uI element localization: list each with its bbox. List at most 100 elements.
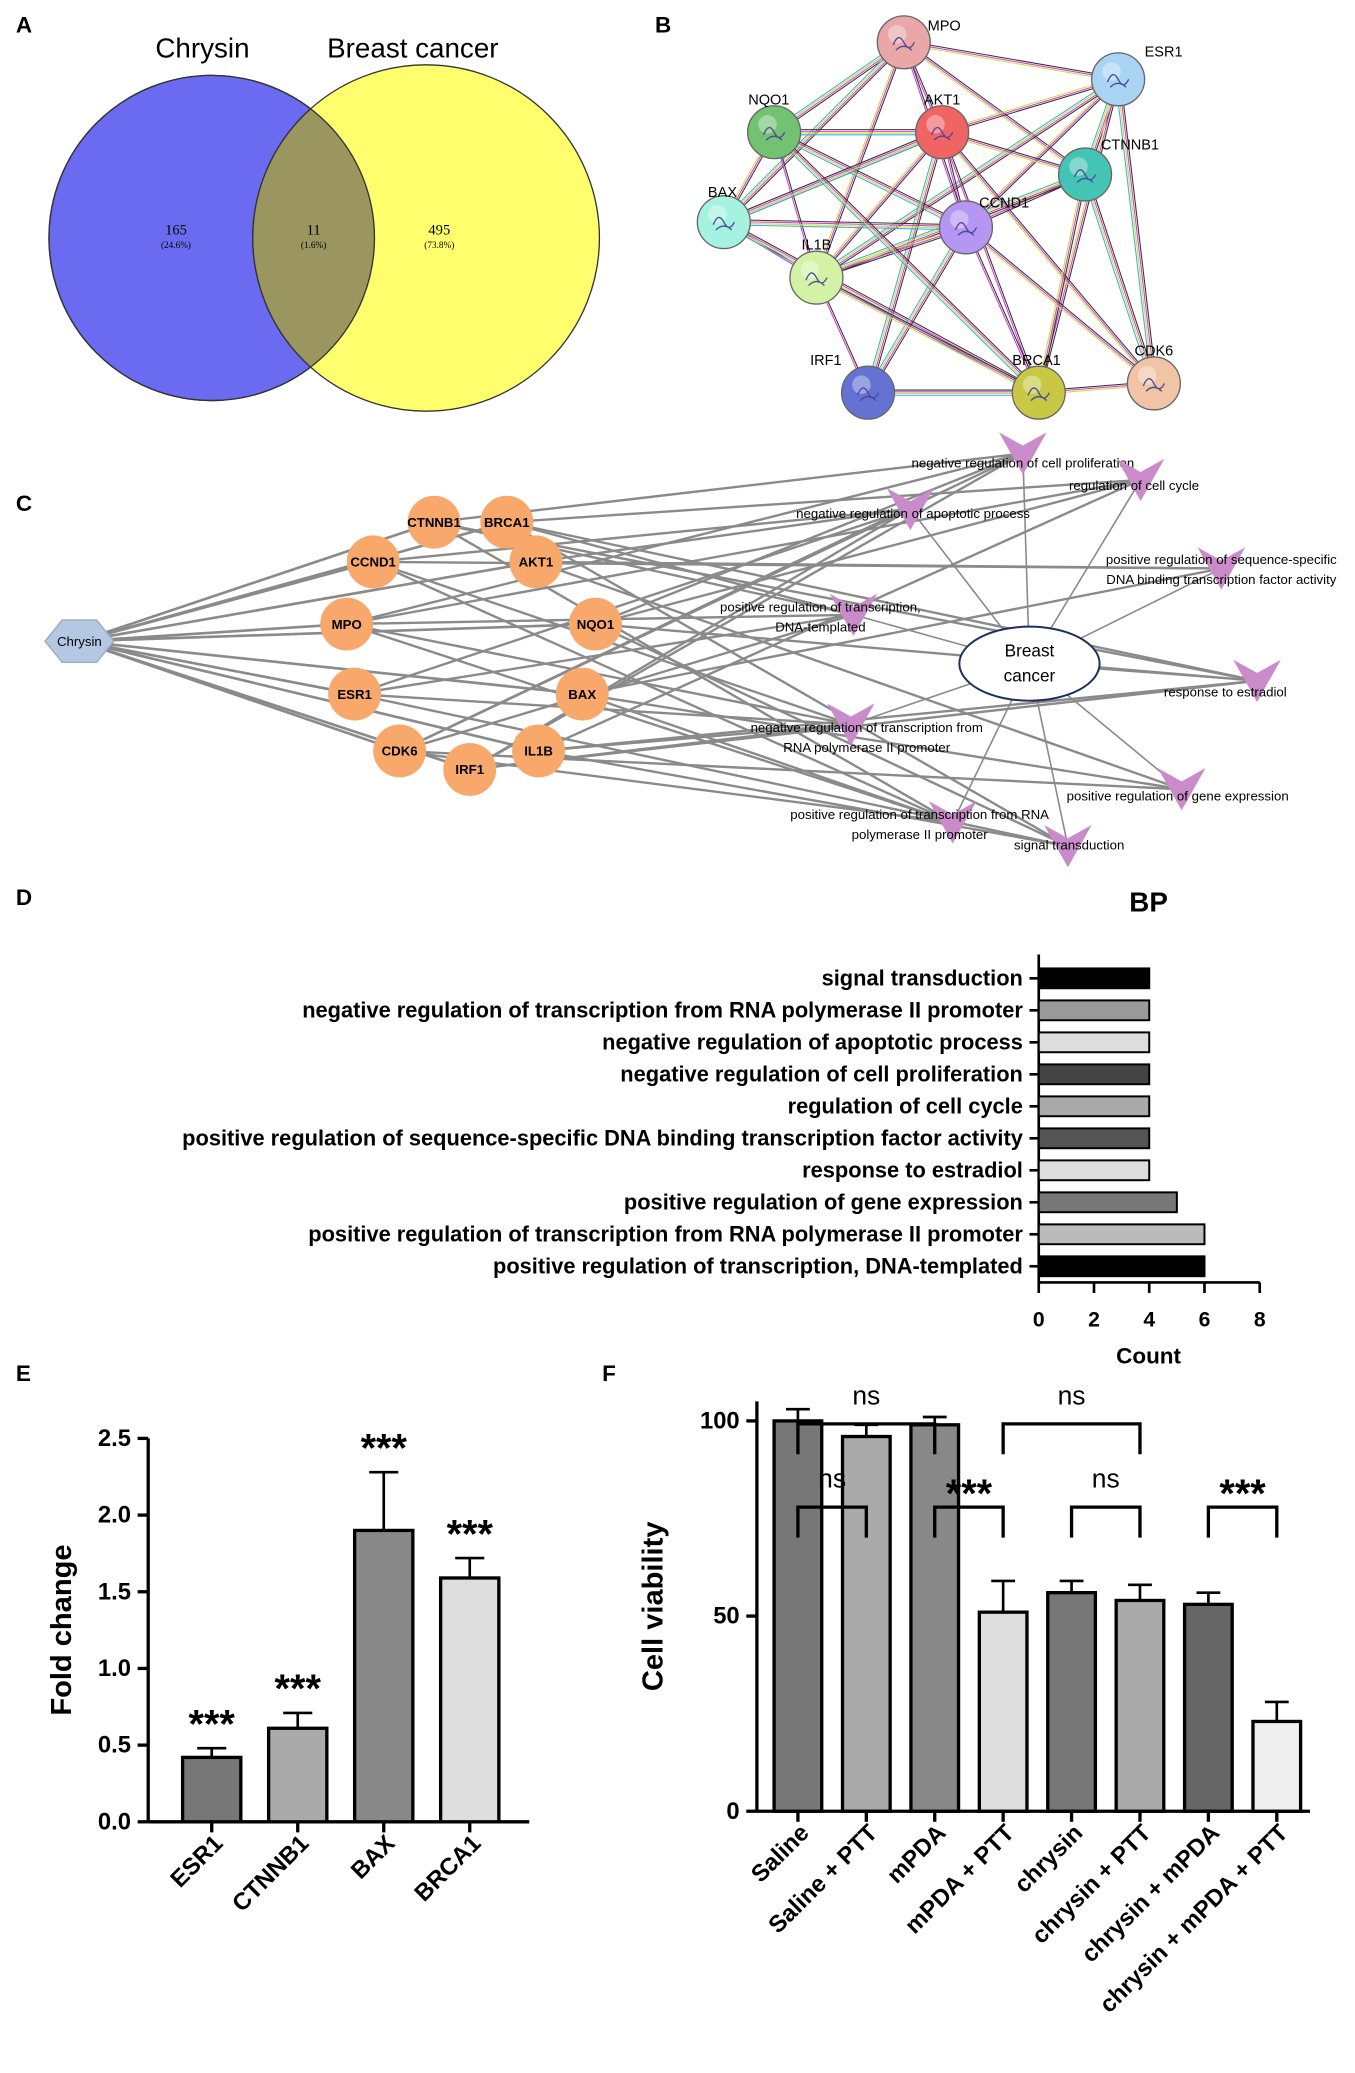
ppi-edge (964, 228, 1154, 386)
network-edge (79, 639, 355, 696)
protein-structure (954, 222, 978, 236)
term-label: regulation of cell cycle (1069, 478, 1199, 493)
gene-label: CTNNB1 (407, 515, 461, 530)
ppi-edge (723, 222, 966, 229)
panel-letter: D (16, 885, 32, 910)
x-tick-label: 4 (1143, 1308, 1155, 1331)
venn-outline (48, 74, 376, 402)
network-edge (538, 478, 1142, 753)
protein-structure (1073, 169, 1097, 183)
network-edge (79, 639, 539, 753)
ppi-edge (725, 43, 906, 225)
ppi-edge (773, 132, 966, 229)
bar (1037, 967, 1151, 990)
bar (977, 1610, 1029, 1813)
term-label: positive regulation of gene expression (1067, 789, 1289, 804)
ppi-node-label: BAX (708, 185, 737, 201)
ppi-edge (966, 80, 1120, 230)
ppi-edge (814, 41, 903, 278)
comparison-label: *** (946, 1472, 993, 1516)
ppi-edge (903, 41, 1119, 80)
ppi-edge (964, 77, 1118, 227)
ppi-edge (865, 225, 965, 392)
network-edge (581, 567, 1222, 696)
network-edge (346, 478, 1141, 626)
gene-node (512, 724, 566, 778)
x-tick-label: 6 (1199, 1308, 1211, 1331)
venn-set-label: Chrysin (155, 33, 249, 64)
network-edge (79, 560, 374, 643)
bar (1114, 1598, 1166, 1813)
venn-count: 165 (165, 223, 187, 239)
network-edge (595, 478, 1141, 626)
network-edge (79, 639, 583, 696)
term-label: RNA polymerase II promoter (783, 740, 950, 755)
network-edge (535, 560, 1222, 570)
venn-percent: (24.6%) (161, 241, 191, 251)
ppi-node-label: BRCA1 (1012, 353, 1060, 369)
ppi-edge (1039, 79, 1121, 394)
panel-letter: E (16, 1361, 31, 1386)
protein-structure (1027, 387, 1050, 402)
gene-node (509, 535, 563, 589)
y-tick-label: 2.0 (98, 1502, 131, 1529)
drug-node (44, 619, 115, 664)
gene-node (407, 495, 461, 549)
term-node (1044, 824, 1092, 868)
venn-overlap (252, 75, 375, 401)
x-tick-label: CTNNB1 (227, 1830, 314, 1917)
y-tick-label: positive regulation of transcription, DN… (493, 1253, 1023, 1278)
venn-percent: (73.8%) (424, 241, 454, 251)
bar (352, 1528, 415, 1824)
gene-label: AKT1 (519, 555, 554, 570)
ppi-edge (815, 78, 1118, 278)
gene-label: BAX (568, 687, 596, 702)
y-tick-label: positive regulation of gene expression (624, 1189, 1023, 1214)
gene-node (328, 667, 382, 721)
network-edge (373, 507, 911, 564)
network-edge (538, 749, 1069, 848)
x-tick-label: 8 (1254, 1308, 1266, 1331)
panel-letter: A (16, 12, 32, 37)
term-label: polymerase II promoter (852, 827, 989, 842)
significance-label: *** (361, 1426, 408, 1470)
y-tick-label: positive regulation of transcription fro… (308, 1221, 1023, 1246)
network-edge (538, 679, 1258, 753)
bar (1037, 1255, 1206, 1278)
ppi-edge (1116, 79, 1154, 384)
bar (1037, 1191, 1178, 1214)
ppi-edge (1120, 78, 1157, 384)
term-label: DNA-templated (775, 619, 865, 634)
ppi-edge (1082, 175, 1152, 385)
ppi-node-label: CTNNB1 (1101, 137, 1159, 153)
comparison-bracket (1206, 1505, 1279, 1538)
y-tick-label: 1.5 (98, 1578, 131, 1605)
gene-label: MPO (332, 617, 362, 632)
network-edge (594, 622, 1069, 848)
ppi-edge (866, 226, 966, 393)
term-node (829, 593, 878, 636)
gene-node (555, 667, 609, 721)
ppi-edge (721, 40, 903, 221)
ppi-edge (723, 130, 943, 222)
gene-label: CDK6 (382, 744, 418, 759)
y-tick-label: 100 (700, 1408, 740, 1435)
ppi-edge (1118, 79, 1156, 384)
protein-structure (712, 216, 735, 231)
gene-label: NQO1 (577, 617, 614, 632)
network-edge (506, 521, 854, 616)
y-tick-label: response to estradiol (802, 1157, 1023, 1182)
venn-count: 495 (428, 223, 450, 239)
panel-letter: B (655, 12, 671, 37)
x-axis-label: Count (1116, 1344, 1181, 1369)
ppi-edge (772, 134, 966, 231)
term-node (928, 801, 977, 844)
network-edge (538, 723, 851, 753)
term-node (886, 487, 935, 531)
ppi-edge (1087, 173, 1157, 383)
protein-structure (1106, 74, 1130, 88)
x-tick-label: BRCA1 (409, 1830, 486, 1907)
term-label: signal transduction (1014, 838, 1124, 853)
y-tick-label: 0.0 (98, 1808, 131, 1835)
gene-node (480, 495, 534, 549)
